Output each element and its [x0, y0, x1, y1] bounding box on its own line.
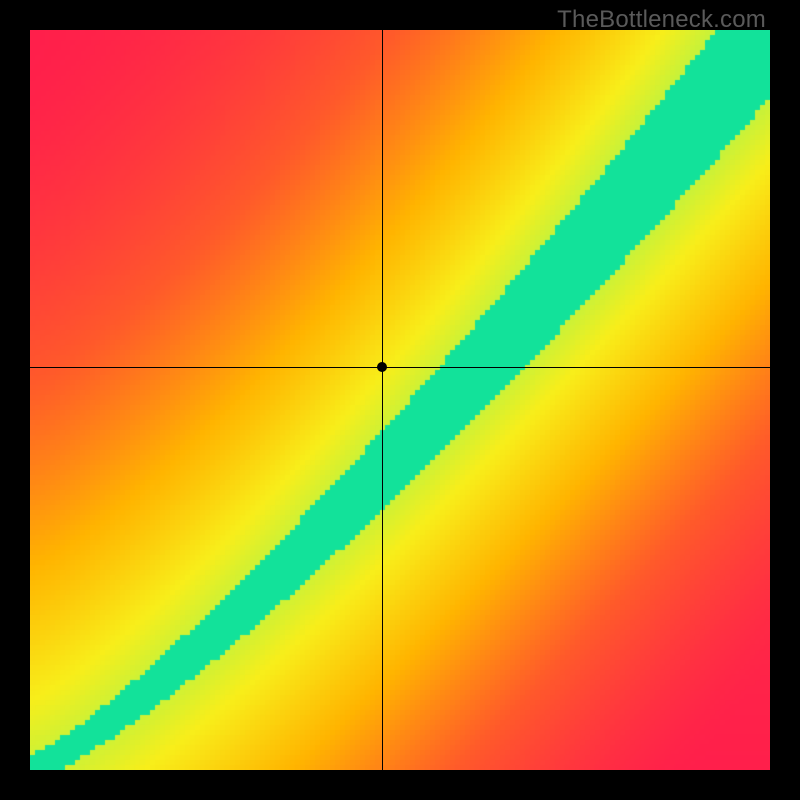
- watermark-text: TheBottleneck.com: [557, 6, 766, 34]
- heatmap-plot: [30, 30, 770, 770]
- crosshair-vertical: [382, 30, 383, 770]
- heatmap-canvas: [30, 30, 770, 770]
- chart-container: { "watermark": "TheBottleneck.com", "cha…: [0, 0, 800, 800]
- crosshair-horizontal: [30, 367, 770, 368]
- selected-point-marker: [377, 362, 387, 372]
